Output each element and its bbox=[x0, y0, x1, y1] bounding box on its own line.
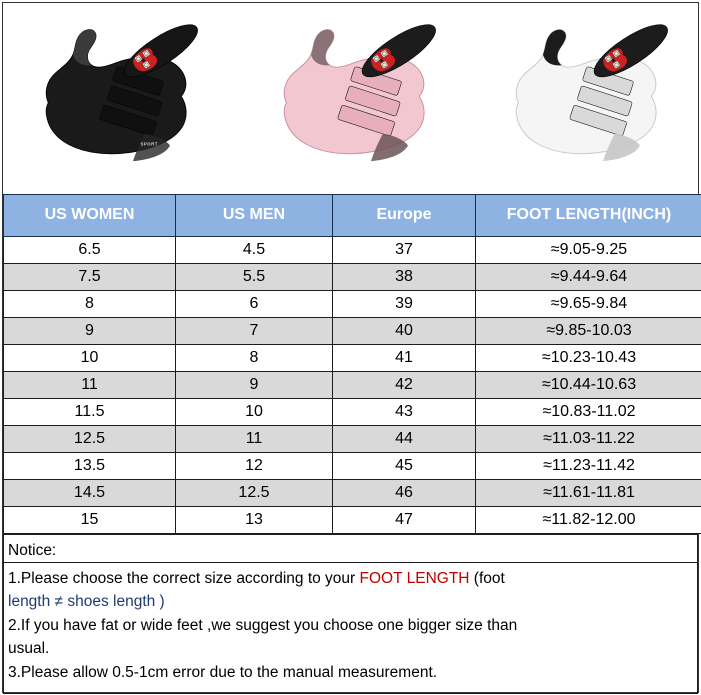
svg-text:SPORT: SPORT bbox=[141, 142, 158, 147]
